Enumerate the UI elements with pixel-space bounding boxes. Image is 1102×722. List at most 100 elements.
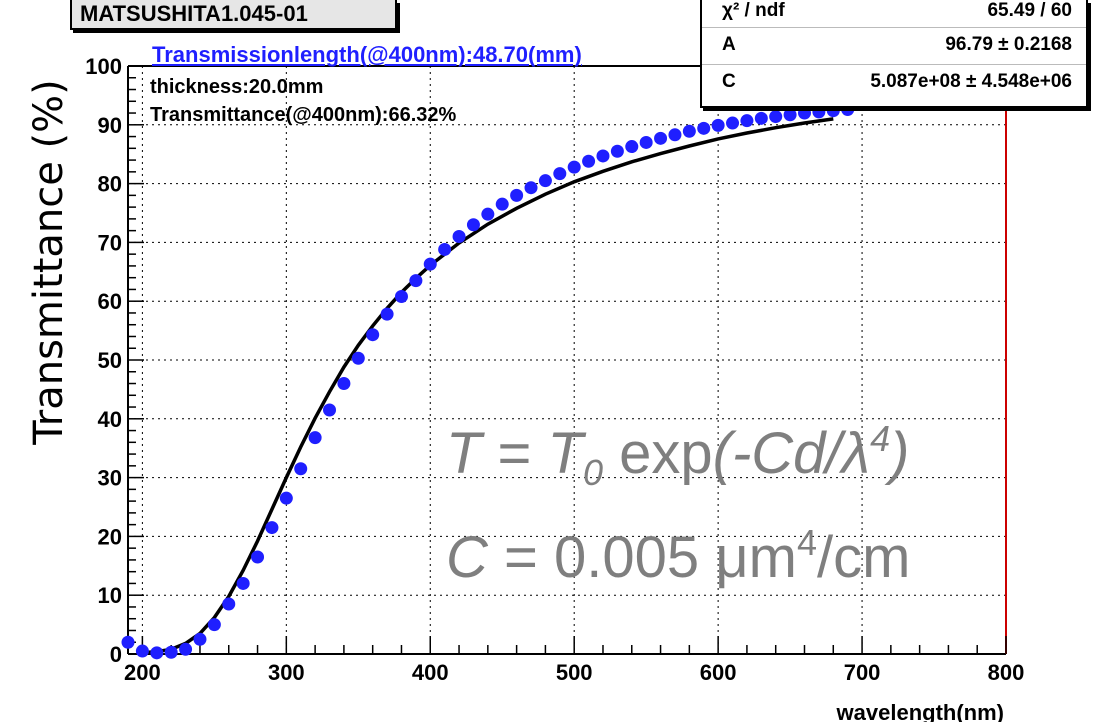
formula-subscript: 0 — [582, 452, 604, 493]
data-point — [625, 140, 639, 154]
thickness-label: thickness:20.0mm — [150, 76, 324, 98]
y-tick-label: 30 — [98, 466, 122, 491]
data-point — [251, 550, 265, 564]
data-point — [639, 135, 653, 149]
data-point — [236, 576, 250, 590]
histogram-title: MATSUSHITA1.045-01 — [70, 0, 397, 30]
data-point — [279, 491, 293, 505]
data-point — [207, 618, 221, 632]
data-point — [740, 114, 754, 128]
data-point — [135, 644, 149, 658]
y-tick-label: 90 — [98, 113, 122, 138]
x-tick-label: 600 — [700, 660, 737, 685]
data-point — [524, 181, 538, 195]
stats-name: A — [722, 34, 736, 55]
data-point — [769, 110, 783, 124]
stats-divider — [702, 27, 1086, 28]
formula-superscript: 4 — [796, 522, 818, 563]
formula-symbol: C — [446, 525, 488, 590]
data-point — [481, 207, 495, 221]
data-point — [812, 105, 826, 119]
formula-text: (-Cd/λ — [712, 421, 871, 486]
stats-value: 65.49 / 60 — [987, 0, 1072, 21]
x-tick-label: 500 — [556, 660, 593, 685]
data-point — [726, 116, 740, 130]
stats-value: 5.087e+08 ± 4.548e+06 — [870, 71, 1072, 92]
stats-row-chi2: χ² / ndf 65.49 / 60 — [702, 0, 1086, 27]
data-point — [222, 597, 236, 611]
stats-row-c: C 5.087e+08 ± 4.548e+06 — [702, 66, 1086, 98]
data-point — [711, 118, 725, 132]
data-point — [423, 257, 437, 271]
formula-text: = — [481, 421, 548, 486]
y-tick-label: 50 — [98, 348, 122, 373]
formula-transmittance: T = T0 exp(-Cd/λ4) — [446, 418, 909, 494]
x-tick-label: 700 — [844, 660, 881, 685]
y-tick-label: 100 — [85, 54, 122, 79]
data-point — [610, 144, 624, 158]
data-point — [596, 149, 610, 163]
y-axis-label: Transmittance (%) — [26, 79, 72, 446]
data-point — [179, 642, 193, 656]
data-point — [380, 307, 394, 321]
data-point — [366, 328, 380, 342]
data-point — [337, 377, 351, 391]
data-point — [452, 230, 466, 244]
stats-name: χ² / ndf — [722, 0, 785, 21]
data-point — [121, 635, 135, 649]
data-point — [654, 131, 668, 145]
data-point — [538, 174, 552, 188]
formula-text: exp — [603, 421, 713, 486]
formula-symbol: T — [446, 421, 482, 486]
data-point — [754, 111, 768, 125]
data-point — [351, 351, 365, 365]
data-point — [682, 124, 696, 138]
y-tick-label: 40 — [98, 407, 122, 432]
transmittance-label: Transmittance(@400nm):66.32% — [150, 104, 457, 126]
y-tick-label: 10 — [98, 583, 122, 608]
data-point — [294, 462, 308, 476]
y-tick-label: 60 — [98, 289, 122, 314]
transmission-length-label: Transmissionlength(@400nm):48.70(mm) — [152, 42, 582, 67]
y-tick-label: 80 — [98, 172, 122, 197]
y-tick-label: 70 — [98, 230, 122, 255]
data-point — [466, 218, 480, 232]
x-tick-label: 300 — [268, 660, 305, 685]
stats-value: 96.79 ± 0.2168 — [945, 34, 1072, 55]
y-tick-label: 20 — [98, 524, 122, 549]
data-point — [409, 274, 423, 288]
data-point — [783, 108, 797, 122]
data-point — [394, 289, 408, 303]
data-point — [495, 197, 509, 211]
stats-name: C — [722, 71, 736, 92]
x-tick-label: 400 — [412, 660, 449, 685]
data-point — [582, 154, 596, 168]
data-point — [150, 646, 164, 660]
data-point — [193, 632, 207, 646]
formula-text: = 0.005 μm — [487, 525, 797, 590]
data-point — [323, 403, 337, 417]
formula-superscript: 4 — [870, 418, 891, 459]
data-point — [265, 521, 279, 535]
stats-row-a: A 96.79 ± 0.2168 — [702, 29, 1086, 61]
formula-text: ) — [890, 421, 910, 486]
data-point — [697, 121, 711, 135]
data-point — [308, 431, 322, 445]
data-point — [668, 128, 682, 142]
x-tick-label: 800 — [988, 660, 1025, 685]
formula-coefficient: C = 0.005 μm4/cm — [446, 522, 910, 591]
x-tick-label: 200 — [124, 660, 161, 685]
y-tick-label: 0 — [110, 642, 122, 667]
data-point — [438, 242, 452, 256]
x-axis-label: wavelength(nm) — [836, 700, 1004, 722]
data-point — [510, 188, 524, 202]
formula-symbol: T — [547, 421, 583, 486]
data-point — [553, 167, 567, 181]
data-point — [797, 106, 811, 120]
data-point — [164, 645, 178, 659]
fit-stats-box: χ² / ndf 65.49 / 60 A 96.79 ± 0.2168 C 5… — [700, 0, 1088, 108]
formula-text: /cm — [817, 525, 911, 590]
stats-divider — [702, 64, 1086, 65]
